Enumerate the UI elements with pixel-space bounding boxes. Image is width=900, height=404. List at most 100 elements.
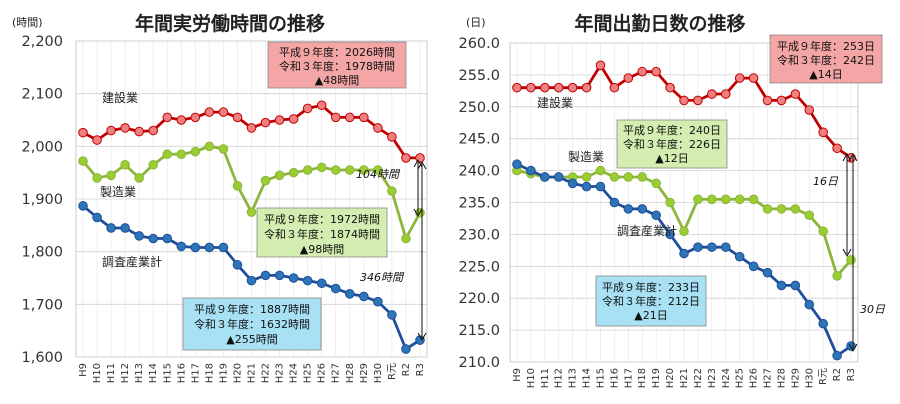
x-tick-label: H24 bbox=[289, 363, 300, 383]
data-point bbox=[720, 242, 731, 252]
y-tick-label: 255.0 bbox=[458, 68, 500, 84]
data-point bbox=[373, 123, 383, 133]
data-point bbox=[679, 95, 689, 106]
y-tick-label: 1,700 bbox=[21, 297, 63, 313]
data-point bbox=[148, 125, 159, 136]
data-point bbox=[232, 260, 243, 270]
data-point bbox=[637, 66, 648, 77]
data-point bbox=[387, 310, 397, 320]
y-tick-label: 2,000 bbox=[21, 139, 63, 155]
data-point bbox=[526, 82, 536, 93]
data-point bbox=[176, 241, 187, 252]
data-point bbox=[540, 82, 550, 93]
data-point bbox=[679, 248, 689, 259]
data-point bbox=[707, 89, 717, 99]
x-tick-label: H12 bbox=[554, 368, 565, 388]
data-point bbox=[762, 267, 773, 278]
hours-chart-title: 年間実労働時間の推移 bbox=[135, 12, 325, 35]
data-point bbox=[665, 82, 675, 93]
x-tick-label: R元 bbox=[387, 363, 398, 380]
x-tick-label: H11 bbox=[106, 363, 117, 383]
hours-x-axis: H9 H10 H11 H12 H13 H14 H15 H16 H17 H18 H19 H20 H21 H2… bbox=[78, 363, 426, 383]
data-point bbox=[260, 175, 271, 186]
data-point bbox=[637, 204, 648, 214]
y-tick-label: 245.0 bbox=[458, 132, 500, 148]
y-tick-label: 230.0 bbox=[458, 227, 500, 243]
data-point bbox=[302, 275, 313, 286]
annotation-line: 令和３年度：1978時間 bbox=[279, 59, 395, 73]
data-point bbox=[246, 207, 257, 217]
x-tick-label: H23 bbox=[275, 363, 286, 383]
days-diff-arrows: 16日 30日 bbox=[813, 152, 886, 353]
data-point bbox=[818, 318, 829, 329]
hours-annotation-all-industries: 平成９年度：1887時間 令和３年度：1632時間 ▲255時間 bbox=[182, 297, 322, 351]
data-point bbox=[665, 229, 675, 240]
x-tick-label: H12 bbox=[120, 363, 131, 383]
x-tick-label: H19 bbox=[651, 368, 662, 388]
data-point bbox=[512, 159, 522, 170]
data-point bbox=[316, 100, 327, 111]
data-point bbox=[707, 242, 717, 252]
data-point bbox=[846, 255, 856, 265]
x-tick-label: H20 bbox=[665, 368, 676, 388]
data-point bbox=[330, 283, 341, 294]
y-tick-label: 1,600 bbox=[21, 350, 63, 366]
data-point bbox=[734, 251, 745, 262]
data-point bbox=[330, 165, 341, 175]
annotation-line: 平成９年度：1887時間 bbox=[194, 302, 310, 316]
data-point bbox=[581, 82, 592, 93]
x-tick-label: H13 bbox=[568, 368, 579, 388]
data-point bbox=[274, 270, 285, 281]
data-point bbox=[595, 60, 606, 71]
data-point bbox=[260, 117, 271, 128]
annotation-line: ▲14日 bbox=[809, 68, 842, 81]
data-point bbox=[148, 233, 159, 244]
days-chart-title: 年間出勤日数の推移 bbox=[574, 12, 745, 35]
data-point bbox=[748, 73, 759, 83]
days-series bbox=[512, 60, 856, 361]
x-tick-label: H10 bbox=[92, 363, 103, 383]
days-label-all-industries: 調査産業計 bbox=[617, 223, 677, 238]
hours-label-manufacturing: 製造業 bbox=[100, 185, 136, 199]
data-point bbox=[373, 165, 383, 175]
x-tick-label: H21 bbox=[247, 363, 258, 383]
days-diff-arrowheads-all bbox=[848, 152, 858, 353]
x-tick-label: H9 bbox=[78, 363, 89, 377]
data-point bbox=[595, 181, 606, 192]
x-tick-label: H15 bbox=[162, 363, 173, 383]
data-point bbox=[344, 289, 355, 299]
data-point bbox=[804, 299, 815, 310]
days-y-axis: 210.0 215.0 220.0 225.0 230.0 235.0 240.0 245.0… bbox=[458, 36, 500, 371]
data-point bbox=[790, 204, 801, 214]
hours-label-all-industries: 調査産業計 bbox=[102, 254, 162, 269]
days-annotation-manufacturing: 平成９年度：240日 令和３年度：226日 ▲12日 bbox=[616, 119, 728, 169]
annotation-line: 令和３年度：212日 bbox=[602, 294, 700, 308]
data-point bbox=[344, 112, 355, 123]
y-tick-label: 215.0 bbox=[458, 323, 500, 339]
data-point bbox=[316, 278, 327, 289]
x-tick-label: H15 bbox=[595, 368, 606, 388]
data-point bbox=[387, 132, 397, 142]
data-point bbox=[553, 82, 564, 93]
data-point bbox=[581, 181, 592, 192]
y-tick-label: 210.0 bbox=[458, 355, 500, 371]
annotation-line: 平成９年度：233日 bbox=[602, 280, 700, 294]
data-point bbox=[246, 123, 257, 133]
data-point bbox=[401, 233, 411, 244]
data-point bbox=[401, 153, 411, 163]
data-point bbox=[134, 231, 144, 241]
data-point bbox=[92, 135, 102, 145]
data-point bbox=[679, 226, 689, 237]
data-point bbox=[302, 103, 313, 114]
data-point bbox=[190, 146, 201, 157]
annotation-line: ▲48時間 bbox=[315, 74, 359, 87]
data-point bbox=[176, 115, 187, 125]
data-point bbox=[92, 212, 102, 223]
days-x-axis: H9 H10 H11 H12 H13 H14 H15 H16 H17 H18 H19 H20 H21 H2… bbox=[512, 368, 857, 388]
x-tick-label: H20 bbox=[232, 363, 243, 383]
x-tick-label: H22 bbox=[693, 368, 704, 388]
hours-gridlines bbox=[75, 40, 428, 358]
data-point bbox=[609, 197, 620, 208]
data-point bbox=[623, 172, 634, 182]
